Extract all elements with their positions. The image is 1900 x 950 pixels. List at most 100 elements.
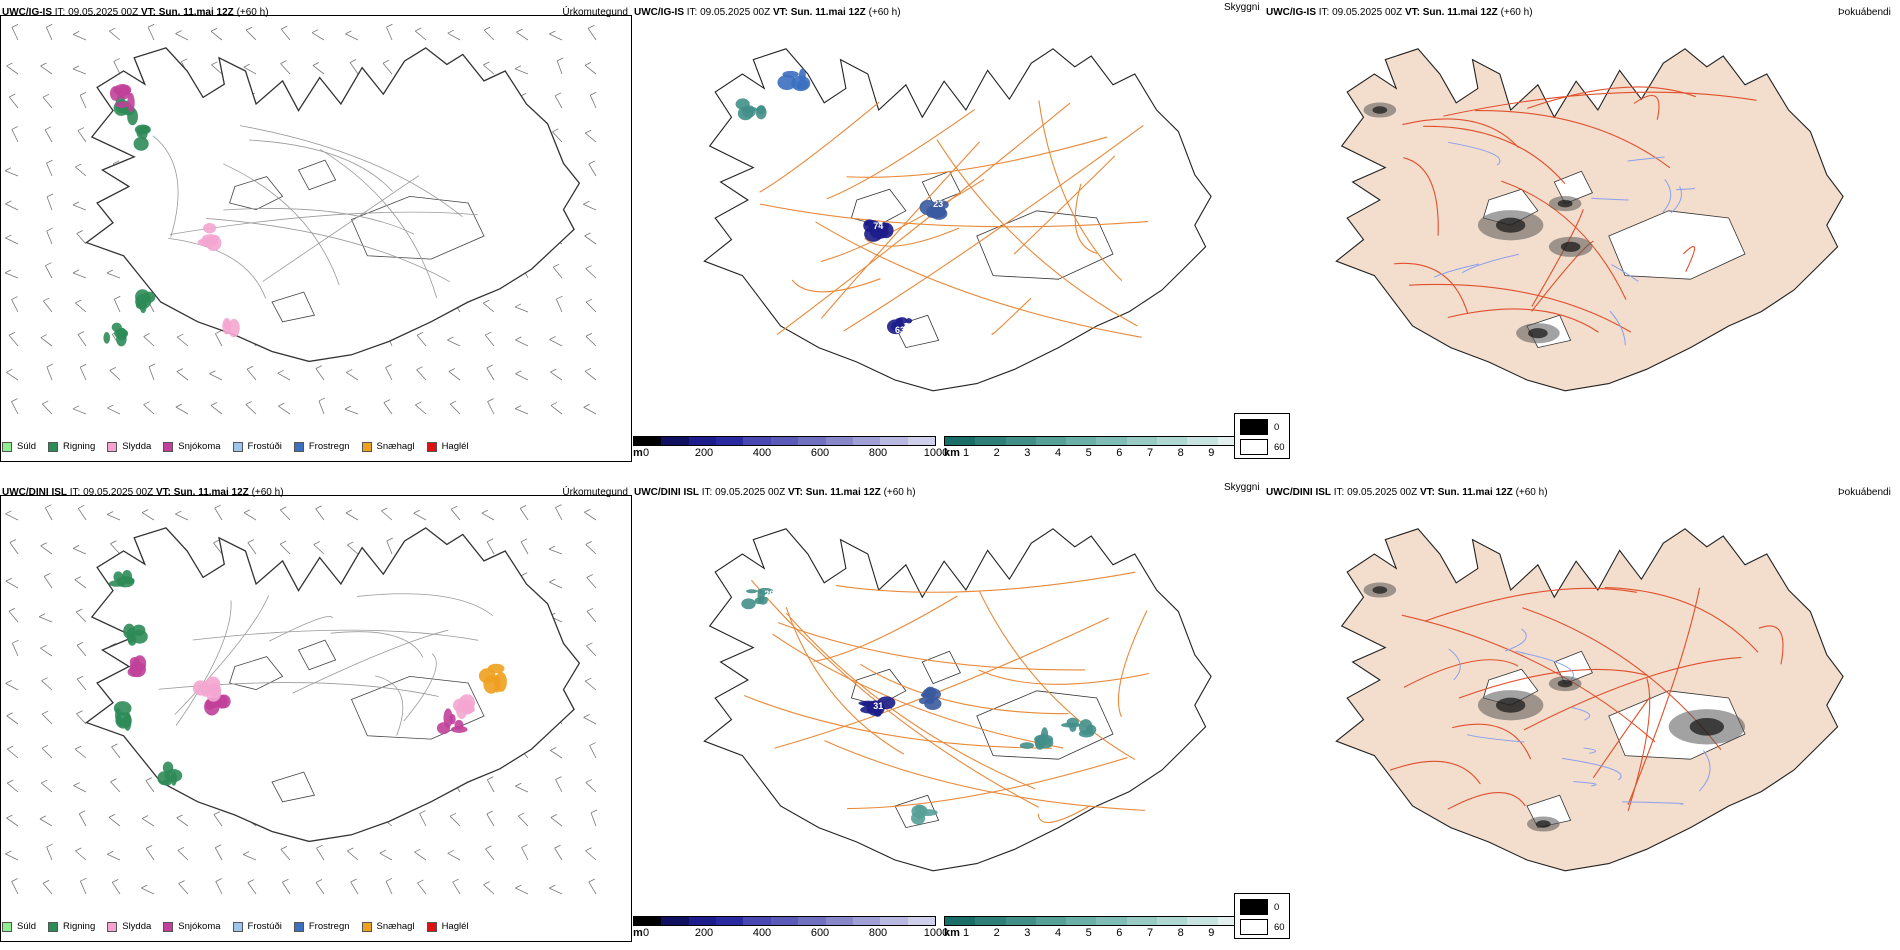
init-time-value: 09.05.2025 00Z (83, 487, 154, 498)
low-ceiling-area (864, 220, 879, 228)
wind-barb (215, 878, 223, 895)
legend-label: Frostregn (308, 921, 350, 932)
lead-time: (+60 h) (883, 487, 916, 498)
colorbar-tick-label: 600 (810, 927, 830, 939)
road-line (357, 593, 494, 617)
wind-barb (148, 363, 156, 381)
wind-barb (111, 878, 121, 895)
fog-legend-item: 60 (1240, 919, 1285, 935)
valid-time-value: Sun. 11.mai 12Z (790, 7, 866, 18)
wind-barb (550, 746, 563, 759)
wind-barb (550, 402, 563, 415)
river-line (1447, 141, 1501, 166)
wind-barb (40, 334, 53, 347)
legend-item: Haglél (426, 441, 469, 452)
road-line (1758, 625, 1784, 665)
wind-barb (487, 398, 495, 415)
precip-area (108, 580, 125, 587)
river-line (1591, 197, 1629, 201)
fog-legend-label: 60 (1274, 441, 1285, 453)
wind-barb (106, 269, 121, 279)
wind-barb (278, 402, 291, 415)
road-line (169, 211, 478, 235)
forecast-row: UWC/DINI ISL IT: 09.05.2025 00Z VT: Sun.… (0, 480, 1900, 950)
wind-barb (415, 401, 427, 415)
low-ceiling-area (936, 200, 949, 210)
wind-barb (6, 745, 19, 759)
colorbar-segment (1005, 917, 1036, 925)
low-ceiling-area (746, 589, 758, 594)
visibility-ticks: 12345678910 (963, 927, 1248, 941)
precip-area (458, 694, 476, 712)
wind-barb (344, 405, 359, 415)
legend-label: Slydda (122, 921, 152, 932)
wind-barb (555, 504, 563, 521)
river-line (1504, 628, 1527, 652)
wind-barb (11, 296, 19, 313)
wind-barb (585, 332, 597, 347)
ceiling-colorbar (633, 916, 936, 926)
ceiling-ticks: 0 200 400 600 800 1000 (643, 447, 948, 461)
colorbar-segment (852, 917, 881, 925)
wind-barb (245, 401, 257, 415)
colorbar-segment (1157, 917, 1188, 925)
road-line (1443, 91, 1757, 117)
wind-barb (349, 59, 359, 75)
road-line (1389, 760, 1481, 785)
wind-barb (75, 299, 87, 313)
legend-swatch (107, 921, 118, 932)
road-line (168, 237, 267, 299)
colorbar-segment (1217, 437, 1248, 445)
wind-barb (76, 641, 87, 657)
legend-item: Frostregn (293, 441, 350, 452)
ceiling-ticks: 0 200 400 600 800 1000 (643, 927, 948, 941)
glacier-outline (894, 314, 940, 349)
glacier-outline (921, 650, 961, 685)
river-line (1609, 310, 1626, 346)
low-ceiling-area (798, 68, 806, 83)
wind-barb (11, 126, 19, 143)
legend-swatch (426, 921, 437, 932)
road-line (1424, 587, 1637, 622)
road-line (1633, 94, 1660, 120)
colorbar-tick-label: 8 (1177, 927, 1184, 939)
wind-barb (44, 126, 53, 143)
visibility-unit: km (944, 927, 960, 939)
wind-barb (213, 539, 223, 555)
iceland-coastline (703, 48, 1212, 392)
road-line (846, 136, 1108, 178)
legend-label: Rigning (63, 441, 96, 452)
wind-barb (210, 27, 223, 41)
legend-swatch (232, 921, 243, 932)
fog-legend-swatch (1240, 419, 1268, 435)
wind-barb (213, 811, 223, 827)
colorbar-tick-label: 1 (962, 447, 970, 459)
river-line (1433, 263, 1480, 278)
init-time-value: 09.05.2025 00Z (1332, 7, 1403, 18)
wind-barb (311, 29, 325, 41)
dense-fog-area (1560, 241, 1581, 252)
lead-time: (+60 h) (868, 7, 901, 18)
wind-barb (5, 850, 19, 861)
colorbar-tick-label: 6 (1116, 927, 1123, 939)
low-ceiling-area (1085, 724, 1097, 735)
wind-barb (515, 884, 529, 895)
wind-barb (350, 878, 359, 895)
glacier-outline (271, 771, 315, 803)
colorbar-segment (945, 917, 976, 925)
ceiling-colorbar (633, 436, 936, 446)
wind-barb (414, 848, 427, 861)
colorbar-tick-label: 4 (1054, 447, 1062, 459)
wind-barb (11, 639, 19, 657)
wind-barb (75, 608, 87, 623)
wind-barb (483, 26, 495, 41)
wind-barb (549, 30, 563, 41)
road-line (1452, 723, 1532, 760)
precip-area (203, 222, 217, 234)
legend-swatch (107, 441, 118, 452)
iceland-ceiling-map: 31 29 (703, 528, 1212, 872)
legend-label: Haglél (441, 921, 469, 932)
road-line (847, 757, 1128, 810)
wind-barb (486, 364, 495, 381)
panel-header: UWC/IG-IS IT: 09.05.2025 00Z VT: Sun. 11… (2, 7, 269, 18)
